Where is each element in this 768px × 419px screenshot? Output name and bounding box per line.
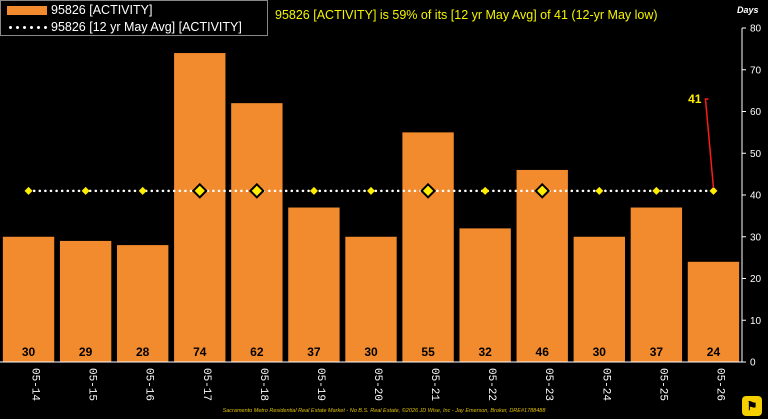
x-tick-label: 05-15: [86, 368, 98, 401]
footer-credit: Sacramento Metro Residential Real Estate…: [222, 408, 546, 414]
bar-value-label: 30: [22, 345, 36, 359]
x-tick-label: 05-22: [485, 368, 497, 401]
callout-label: 41: [688, 92, 702, 106]
bar-05-20: [345, 236, 397, 362]
x-tick-label: 05-20: [371, 368, 383, 401]
bar-value-label: 30: [364, 345, 378, 359]
y-tick-label: 70: [750, 65, 762, 76]
avg-point-05-17: [191, 182, 208, 199]
avg-point-05-23: [534, 182, 551, 199]
bar-value-label: 29: [79, 345, 93, 359]
x-tick-label: 05-16: [143, 368, 155, 401]
bar-05-18: [231, 103, 283, 363]
bar-value-label: 55: [421, 345, 435, 359]
bar-value-label: 74: [193, 345, 207, 359]
legend-item-avg: 95826 [12 yr May Avg] [ACTIVITY]: [7, 19, 242, 35]
bar-05-19: [288, 207, 340, 362]
x-tick-label: 05-25: [656, 368, 668, 401]
avg-point-05-26: [709, 186, 718, 195]
avg-point-05-24: [595, 186, 604, 195]
bar-value-label: 28: [136, 345, 150, 359]
avg-point-05-14: [24, 186, 33, 195]
brand-logo-icon: ⚑: [742, 396, 762, 416]
y-tick-label: 30: [750, 232, 762, 243]
avg-point-05-20: [367, 186, 375, 195]
x-tick-label: 05-19: [314, 368, 326, 401]
bar-value-label: 62: [250, 345, 264, 359]
bar-05-14: [2, 236, 55, 362]
legend: 95826 [ACTIVITY] 95826 [12 yr May Avg] […: [0, 0, 268, 36]
bar-value-label: 37: [307, 345, 321, 359]
legend-dotted-swatch: [7, 23, 47, 32]
legend-item-activity: 95826 [ACTIVITY]: [7, 2, 152, 18]
x-tick-label: 05-14: [29, 368, 41, 401]
bar-05-22: [459, 228, 511, 362]
chart-headline: 95826 [ACTIVITY] is 59% of its [12 yr Ma…: [275, 8, 658, 22]
avg-point-05-19: [309, 186, 318, 195]
y-tick-label: 20: [750, 274, 762, 285]
y-axis-label: Days: [737, 5, 759, 15]
x-tick-label: 05-18: [257, 368, 269, 401]
bar-value-label: 37: [650, 345, 664, 359]
bar-05-15: [59, 240, 112, 362]
y-tick-label: 0: [750, 358, 756, 369]
y-tick-label: 80: [750, 24, 762, 35]
bar-value-label: 24: [707, 345, 721, 359]
y-tick-label: 50: [750, 149, 762, 160]
legend-label-avg: 95826 [12 yr May Avg] [ACTIVITY]: [51, 20, 242, 34]
bar-05-16: [117, 245, 169, 362]
legend-bar-swatch: [7, 5, 47, 15]
avg-point-05-16: [138, 186, 147, 195]
x-tick-label: 05-21: [428, 368, 440, 401]
avg-point-05-21: [420, 182, 436, 199]
y-tick-label: 60: [750, 107, 762, 118]
y-tick-label: 10: [750, 316, 762, 327]
legend-label-activity: 95826 [ACTIVITY]: [51, 3, 153, 17]
bar-05-21: [402, 132, 454, 362]
x-tick-label: 05-26: [713, 368, 725, 401]
bar-05-17: [174, 53, 226, 363]
avg-point-05-22: [481, 186, 490, 195]
bar-05-24: [573, 236, 625, 362]
x-tick-label: 05-24: [599, 368, 611, 401]
bar-05-23: [516, 169, 568, 362]
avg-point-05-25: [652, 186, 661, 195]
bar-value-label: 32: [478, 345, 492, 359]
bar-05-25: [630, 207, 683, 362]
callout-leader: [704, 98, 715, 188]
avg-point-05-18: [248, 182, 265, 199]
bar-value-label: 46: [536, 345, 550, 359]
avg-point-05-15: [81, 186, 90, 195]
x-tick-label: 05-17: [200, 368, 212, 401]
x-tick-label: 05-23: [542, 368, 554, 401]
bar-05-26: [687, 261, 740, 362]
y-tick-label: 40: [750, 191, 762, 202]
bar-value-label: 30: [593, 345, 607, 359]
